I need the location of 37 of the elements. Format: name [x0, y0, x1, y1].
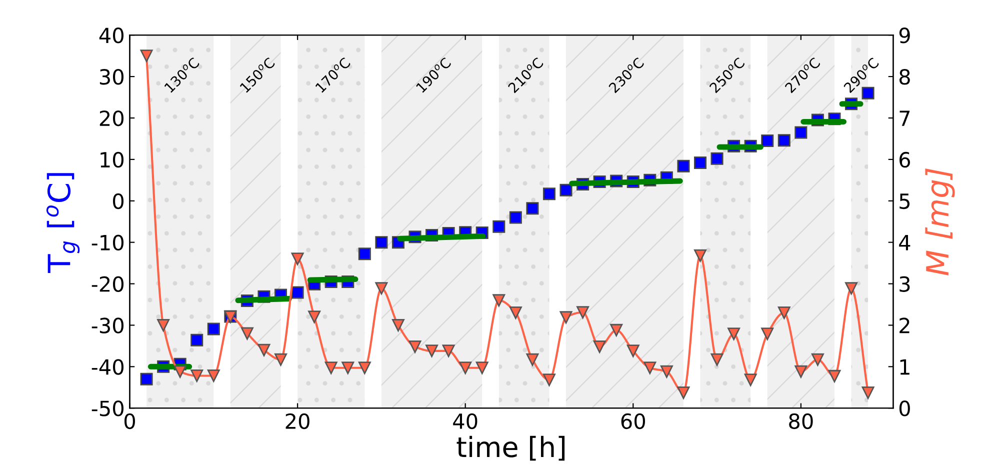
y2-tick-label: 0	[899, 400, 910, 416]
y2-tick-label: 1	[900, 359, 910, 375]
y2-tick-label: 3	[900, 276, 910, 292]
y2-tick-label: 5	[900, 194, 910, 210]
band-label: 130$^{o}$C	[164, 56, 200, 93]
band-label: 290$^{o}$C	[842, 56, 880, 94]
x-tick-label: 80	[789, 413, 813, 430]
y-tick-label: -40	[92, 359, 124, 375]
y2-tick-label: 8	[899, 68, 910, 85]
y2-tick-label: 6	[900, 152, 910, 168]
x-tick-label: 20	[286, 413, 310, 430]
y2-axis-title: M [mg]	[925, 168, 955, 276]
x-axis-title: time [h]	[456, 436, 565, 461]
y-tick-label: 10	[100, 152, 124, 168]
y-tick-label: -50	[92, 400, 124, 416]
x-tick-label: 60	[621, 413, 645, 430]
band-label: 250$^{o}$C	[708, 56, 746, 94]
band-label: 210$^{o}$C	[507, 56, 544, 94]
y-tick-label: 30	[100, 68, 124, 85]
band-label: 170$^{o}$C	[314, 56, 351, 93]
y-tick-label: -10	[92, 234, 124, 251]
band-label: 230$^{o}$C	[608, 56, 645, 94]
x-tick-label: 40	[453, 413, 478, 430]
x-tick-label: 0	[124, 413, 135, 430]
y-axis-title: T$_{g}$ [$^{o}$C]	[46, 173, 80, 274]
y2-tick-label: 2	[900, 318, 910, 334]
y-tick-label: 0	[112, 193, 124, 210]
y2-tick-label: 4	[899, 235, 910, 250]
y-tick-label: 40	[99, 28, 124, 44]
band-label: 270$^{o}$C	[784, 56, 821, 94]
y2-tick-label: 9	[899, 28, 910, 44]
y-tick-label: 20	[100, 110, 124, 126]
band-label: 150$^{o}$C	[239, 56, 276, 93]
y-tick-label: -30	[92, 318, 124, 334]
y-tick-label: -20	[92, 276, 124, 292]
band-label: 190$^{o}$C	[415, 56, 452, 93]
y2-tick-label: 7	[900, 110, 910, 126]
